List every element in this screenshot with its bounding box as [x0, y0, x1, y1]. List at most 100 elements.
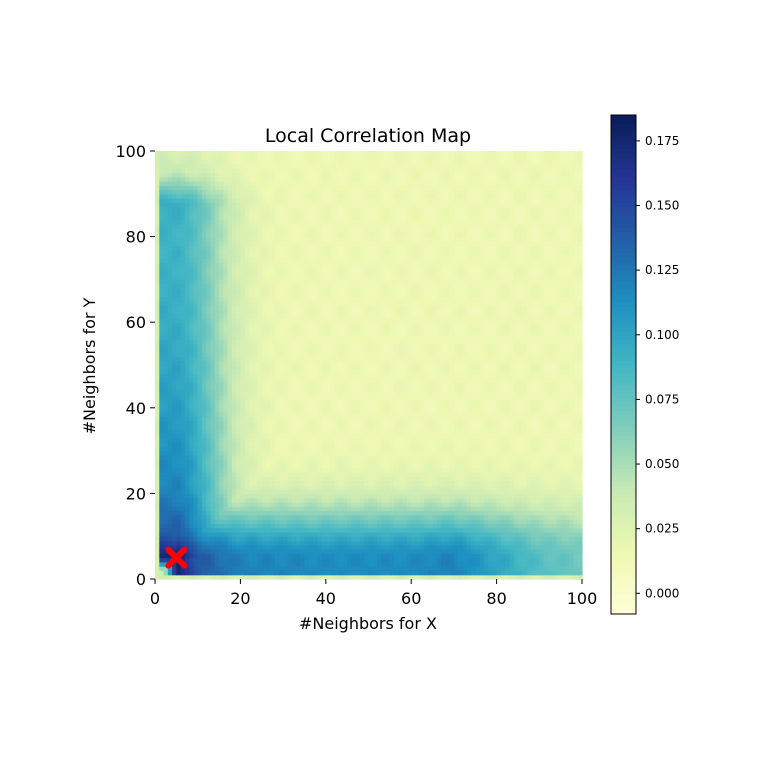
heatmap-cell — [377, 506, 382, 512]
heatmap-cell — [368, 433, 374, 439]
heatmap-cell — [240, 531, 246, 537]
heatmap-cell — [560, 369, 566, 375]
heatmap-cell — [266, 446, 271, 452]
heatmap-cell — [479, 566, 485, 572]
heatmap-cell — [389, 369, 395, 375]
heatmap-cell — [338, 446, 344, 452]
heatmap-cell — [214, 531, 220, 537]
heatmap-cell — [415, 506, 421, 512]
heatmap-cell — [334, 442, 340, 447]
heatmap-cell — [377, 472, 382, 477]
heatmap-cell — [317, 480, 323, 486]
heatmap-cell — [189, 433, 195, 439]
heatmap-cell — [342, 493, 348, 499]
heatmap-cell — [466, 514, 472, 520]
heatmap-cell — [338, 549, 344, 554]
heatmap-cell — [364, 377, 370, 383]
heatmap-cell — [483, 429, 489, 435]
heatmap-cell — [351, 416, 357, 422]
heatmap-cell — [176, 433, 182, 439]
heatmap-cell — [355, 420, 361, 426]
heatmap-cell — [163, 570, 169, 576]
heatmap-cell — [295, 373, 301, 379]
heatmap-cell — [492, 519, 498, 524]
heatmap-cell — [342, 523, 348, 529]
heatmap-cell — [257, 531, 263, 537]
heatmap-cell — [530, 442, 536, 447]
heatmap-cell — [372, 514, 378, 520]
heatmap-cell — [206, 501, 212, 507]
heatmap-cell — [436, 390, 442, 396]
heatmap-cell — [402, 407, 408, 413]
heatmap-cell — [432, 540, 438, 546]
heatmap-cell — [458, 476, 464, 482]
heatmap-cell — [176, 390, 182, 396]
heatmap-cell — [406, 514, 412, 520]
heatmap-cell — [462, 501, 468, 507]
heatmap-cell — [248, 553, 254, 559]
heatmap-cell — [248, 437, 254, 443]
heatmap-cell — [368, 519, 374, 524]
heatmap-cell — [248, 561, 254, 567]
heatmap-cell — [496, 493, 502, 499]
heatmap-cell — [488, 459, 493, 465]
heatmap-cell — [402, 365, 408, 370]
heatmap-cell — [167, 399, 173, 405]
heatmap-cell — [543, 553, 549, 559]
heatmap-cell — [283, 377, 288, 383]
heatmap-cell — [415, 369, 421, 375]
heatmap-cell — [155, 484, 160, 490]
heatmap-cell — [342, 420, 348, 426]
heatmap-cell — [462, 544, 468, 550]
heatmap-cell — [167, 412, 173, 417]
heatmap-cell — [300, 497, 306, 503]
heatmap-cell — [394, 476, 399, 482]
heatmap-cell — [231, 459, 237, 465]
heatmap-cell — [552, 493, 557, 499]
heatmap-cell — [334, 493, 340, 499]
heatmap-cell — [155, 416, 160, 422]
heatmap-cell — [364, 403, 370, 409]
heatmap-cell — [312, 382, 318, 387]
heatmap-cell — [402, 369, 408, 375]
heatmap-cell — [223, 429, 229, 435]
heatmap-cell — [291, 403, 297, 409]
heatmap-cell — [342, 497, 348, 503]
heatmap-cell — [449, 549, 455, 554]
heatmap-cell — [419, 561, 425, 567]
heatmap-cell — [522, 501, 528, 507]
heatmap-cell — [193, 377, 199, 383]
heatmap-cell — [560, 493, 566, 499]
heatmap-cell — [479, 373, 485, 379]
heatmap-cell — [475, 561, 481, 567]
heatmap-cell — [248, 519, 254, 524]
heatmap-cell — [206, 437, 212, 443]
heatmap-cell — [543, 412, 549, 417]
heatmap-cell — [325, 433, 331, 439]
heatmap-cell — [304, 382, 310, 387]
heatmap-cell — [475, 403, 481, 409]
heatmap-cell — [304, 399, 310, 405]
heatmap-cell — [193, 407, 199, 413]
heatmap-cell — [547, 476, 553, 482]
heatmap-cell — [223, 561, 229, 567]
heatmap-cell — [261, 416, 267, 422]
heatmap-cell — [172, 489, 177, 494]
heatmap-cell — [189, 437, 195, 443]
heatmap-cell — [470, 437, 476, 443]
heatmap-cell — [466, 373, 472, 379]
heatmap-cell — [492, 420, 498, 426]
heatmap-cell — [227, 454, 233, 460]
heatmap-cell — [300, 437, 306, 443]
heatmap-cell — [517, 574, 523, 580]
heatmap-cell — [317, 540, 323, 546]
heatmap-cell — [385, 412, 391, 417]
heatmap-cell — [214, 519, 220, 524]
heatmap-cell — [535, 531, 540, 537]
heatmap-cell — [201, 446, 207, 452]
heatmap-cell — [351, 476, 357, 482]
heatmap-cell — [210, 497, 216, 503]
heatmap-cell — [436, 420, 442, 426]
heatmap-cell — [385, 493, 391, 499]
heatmap-cell — [573, 424, 579, 430]
